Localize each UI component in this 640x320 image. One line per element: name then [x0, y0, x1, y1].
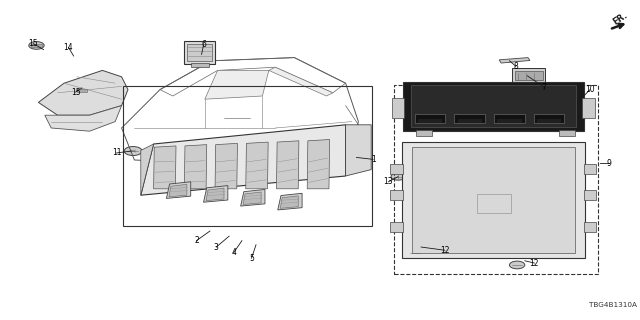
Bar	[412, 147, 575, 253]
Text: TBG4B1310A: TBG4B1310A	[589, 302, 637, 308]
Polygon shape	[215, 143, 237, 189]
Text: 12: 12	[530, 259, 539, 268]
Bar	[559, 130, 575, 136]
Polygon shape	[278, 193, 302, 210]
Bar	[123, 86, 372, 226]
Text: 1: 1	[371, 155, 376, 164]
Bar	[477, 194, 511, 213]
Bar	[512, 68, 545, 82]
Circle shape	[509, 261, 525, 269]
Polygon shape	[246, 142, 268, 189]
Bar	[494, 114, 525, 123]
Circle shape	[74, 86, 90, 94]
Bar	[394, 85, 598, 274]
Text: 11: 11	[112, 148, 121, 157]
Polygon shape	[141, 144, 154, 195]
Bar	[534, 114, 564, 123]
Bar	[415, 114, 445, 123]
Bar	[390, 190, 403, 200]
Bar	[584, 164, 596, 174]
Polygon shape	[154, 146, 176, 189]
Polygon shape	[205, 70, 269, 99]
Bar	[454, 114, 485, 123]
Text: 7: 7	[541, 83, 547, 92]
Polygon shape	[276, 141, 299, 189]
Polygon shape	[307, 140, 330, 189]
Bar	[403, 82, 584, 131]
Text: 2: 2	[194, 236, 199, 245]
Text: FR.: FR.	[611, 11, 629, 27]
Text: 12: 12	[440, 246, 449, 255]
Bar	[187, 44, 212, 61]
Text: 6: 6	[201, 40, 206, 49]
Bar	[411, 85, 576, 127]
Circle shape	[407, 249, 422, 257]
Text: 9: 9	[607, 159, 612, 168]
Bar	[392, 98, 404, 118]
Bar	[191, 63, 209, 67]
Bar	[77, 89, 87, 92]
Polygon shape	[184, 145, 207, 189]
Polygon shape	[206, 188, 224, 201]
Polygon shape	[346, 125, 371, 176]
Text: 8: 8	[513, 62, 518, 71]
Bar	[582, 98, 595, 118]
Bar	[390, 222, 403, 232]
Polygon shape	[204, 186, 228, 202]
Bar	[402, 142, 585, 258]
Text: 15: 15	[70, 88, 81, 97]
Text: 15: 15	[28, 39, 38, 48]
Text: 4: 4	[231, 248, 236, 257]
Circle shape	[124, 147, 142, 156]
Text: 10: 10	[585, 85, 595, 94]
Circle shape	[391, 173, 405, 180]
Bar	[584, 190, 596, 200]
Polygon shape	[141, 125, 346, 195]
Text: 3: 3	[214, 243, 219, 252]
Bar	[390, 164, 403, 174]
Text: 5: 5	[249, 254, 254, 263]
Bar	[184, 41, 215, 64]
Circle shape	[29, 42, 44, 49]
Bar	[416, 130, 432, 136]
Polygon shape	[169, 184, 187, 197]
Polygon shape	[499, 58, 530, 63]
Polygon shape	[241, 189, 265, 206]
Polygon shape	[38, 70, 128, 115]
Bar	[515, 71, 543, 80]
Polygon shape	[243, 192, 261, 204]
Bar	[31, 44, 42, 47]
Polygon shape	[45, 106, 122, 131]
Text: 14: 14	[63, 43, 74, 52]
Polygon shape	[269, 67, 333, 96]
Polygon shape	[280, 196, 298, 208]
Text: 13: 13	[383, 177, 394, 186]
Bar	[584, 222, 596, 232]
Polygon shape	[166, 182, 191, 198]
